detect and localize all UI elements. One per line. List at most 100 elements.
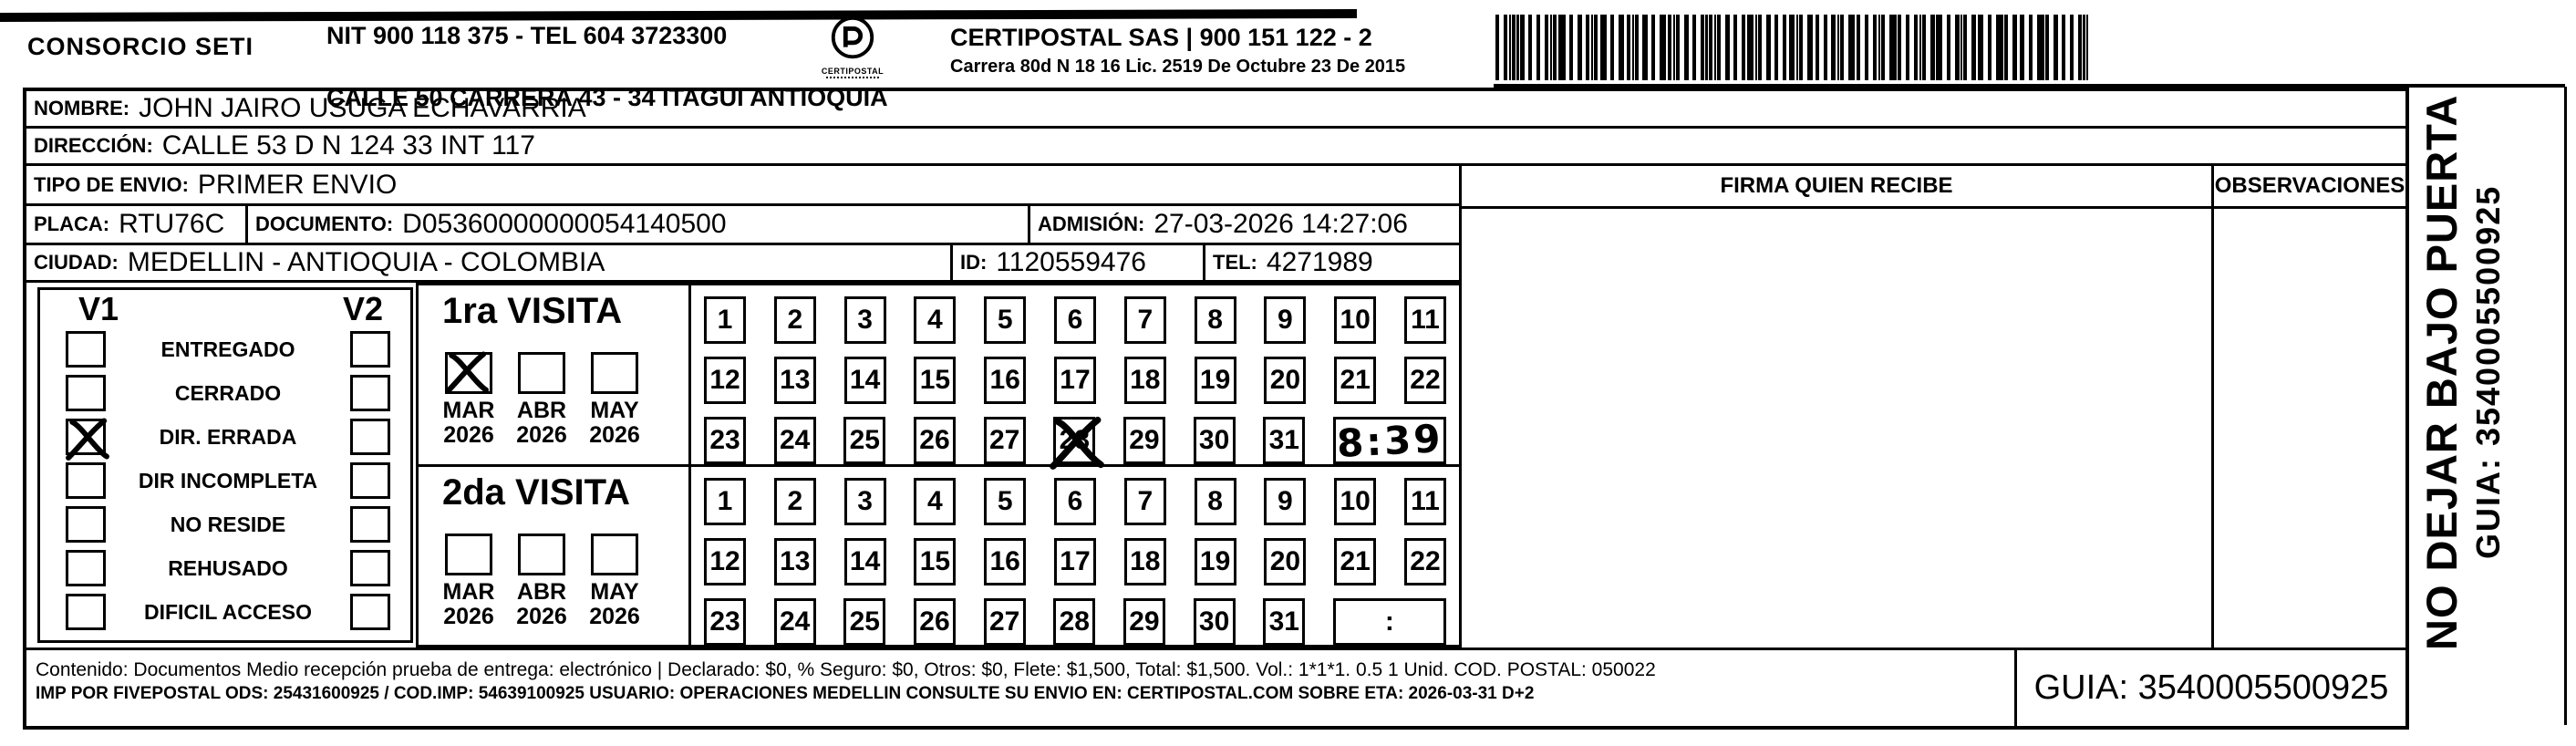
month-checkbox-mar[interactable] xyxy=(445,533,492,575)
day-20[interactable]: 20 xyxy=(1264,538,1307,585)
day-20[interactable]: 20 xyxy=(1264,357,1307,404)
day-2[interactable]: 2 xyxy=(773,478,816,525)
day-number: 9 xyxy=(1278,305,1293,335)
day-7[interactable]: 7 xyxy=(1123,478,1166,525)
visit-title: 2da VISITA xyxy=(442,471,630,513)
day-8[interactable]: 8 xyxy=(1194,478,1236,525)
day-22[interactable]: 22 xyxy=(1403,357,1446,404)
day-30[interactable]: 30 xyxy=(1193,417,1236,464)
status-label: ENTREGADO xyxy=(160,337,295,361)
company-line: CERTIPOSTAL SAS | 900 151 122 - 2 xyxy=(950,24,1372,51)
day-13[interactable]: 13 xyxy=(773,538,816,585)
month-checkbox-may[interactable] xyxy=(591,352,638,394)
day-14[interactable]: 14 xyxy=(843,357,886,404)
day-number: 29 xyxy=(1129,606,1160,637)
month-checkbox-abr[interactable] xyxy=(518,533,565,575)
day-19[interactable]: 19 xyxy=(1194,538,1236,585)
day-16[interactable]: 16 xyxy=(984,357,1027,404)
day-4[interactable]: 4 xyxy=(914,296,957,344)
day-11[interactable]: 11 xyxy=(1403,296,1446,344)
day-5[interactable]: 5 xyxy=(984,478,1027,525)
time-box[interactable]: 8:39 xyxy=(1332,415,1446,466)
signature-area[interactable] xyxy=(1462,209,2211,648)
day-number: 20 xyxy=(1269,546,1301,576)
day-number: 21 xyxy=(1340,546,1371,576)
day-30[interactable]: 30 xyxy=(1193,598,1236,646)
day-10[interactable]: 10 xyxy=(1334,478,1377,525)
visit-title: 1ra VISITA xyxy=(442,291,623,331)
v1-checkbox-1[interactable] xyxy=(66,375,106,411)
status-row: NO RESIDE xyxy=(40,503,410,545)
time-box[interactable]: : xyxy=(1332,598,1446,646)
v2-checkbox-4[interactable] xyxy=(350,506,390,543)
day-29[interactable]: 29 xyxy=(1122,598,1165,646)
day-22[interactable]: 22 xyxy=(1403,538,1446,585)
v2-checkbox-6[interactable] xyxy=(350,594,390,630)
day-7[interactable]: 7 xyxy=(1123,296,1166,344)
observaciones-area[interactable] xyxy=(2214,209,2405,648)
day-21[interactable]: 21 xyxy=(1334,357,1377,404)
day-28[interactable]: 28 xyxy=(1050,416,1105,470)
month-checkbox-mar[interactable] xyxy=(445,351,492,394)
day-29[interactable]: 29 xyxy=(1122,417,1165,464)
v1-checkbox-4[interactable] xyxy=(66,506,106,543)
day-28[interactable]: 28 xyxy=(1053,598,1096,646)
day-27[interactable]: 27 xyxy=(983,417,1026,464)
v1-checkbox-5[interactable] xyxy=(66,550,106,586)
documento-label: DOCUMENTO: xyxy=(255,212,394,235)
month-checkbox-may[interactable] xyxy=(591,533,638,575)
day-31[interactable]: 31 xyxy=(1263,598,1306,646)
day-14[interactable]: 14 xyxy=(843,538,886,585)
v2-checkbox-5[interactable] xyxy=(350,550,390,586)
day-17[interactable]: 17 xyxy=(1053,357,1096,404)
day-25[interactable]: 25 xyxy=(843,417,886,464)
day-1[interactable]: 1 xyxy=(704,296,746,344)
day-31[interactable]: 31 xyxy=(1263,417,1306,464)
day-16[interactable]: 16 xyxy=(984,538,1027,585)
nit-line: NIT 900 118 375 - TEL 604 3723300 xyxy=(326,22,728,49)
day-15[interactable]: 15 xyxy=(914,538,957,585)
day-9[interactable]: 9 xyxy=(1264,478,1307,525)
day-9[interactable]: 9 xyxy=(1264,296,1307,344)
day-26[interactable]: 26 xyxy=(913,417,956,464)
v2-checkbox-1[interactable] xyxy=(350,375,390,411)
v2-checkbox-2[interactable] xyxy=(350,419,390,455)
day-21[interactable]: 21 xyxy=(1334,538,1377,585)
day-19[interactable]: 19 xyxy=(1194,357,1236,404)
day-23[interactable]: 23 xyxy=(704,598,746,646)
day-11[interactable]: 11 xyxy=(1403,478,1446,525)
day-3[interactable]: 3 xyxy=(843,478,886,525)
v2-checkbox-0[interactable] xyxy=(350,331,390,368)
day-24[interactable]: 24 xyxy=(773,598,816,646)
day-2[interactable]: 2 xyxy=(773,296,816,344)
day-13[interactable]: 13 xyxy=(773,357,816,404)
v1-checkbox-2[interactable] xyxy=(66,418,109,461)
day-3[interactable]: 3 xyxy=(843,296,886,344)
day-5[interactable]: 5 xyxy=(984,296,1027,344)
day-12[interactable]: 12 xyxy=(704,357,746,404)
day-10[interactable]: 10 xyxy=(1334,296,1377,344)
v1-checkbox-3[interactable] xyxy=(66,462,106,499)
day-17[interactable]: 17 xyxy=(1053,538,1096,585)
day-18[interactable]: 18 xyxy=(1123,357,1166,404)
day-24[interactable]: 24 xyxy=(773,417,816,464)
day-1[interactable]: 1 xyxy=(704,478,746,525)
day-4[interactable]: 4 xyxy=(914,478,957,525)
day-15[interactable]: 15 xyxy=(914,357,957,404)
day-25[interactable]: 25 xyxy=(843,598,886,646)
v1-checkbox-6[interactable] xyxy=(66,594,106,630)
day-6[interactable]: 6 xyxy=(1053,478,1096,525)
day-27[interactable]: 27 xyxy=(983,598,1026,646)
day-6[interactable]: 6 xyxy=(1053,296,1096,344)
day-8[interactable]: 8 xyxy=(1194,296,1236,344)
day-18[interactable]: 18 xyxy=(1123,538,1166,585)
v1-checkbox-0[interactable] xyxy=(66,331,106,368)
v2-checkbox-3[interactable] xyxy=(350,462,390,499)
side-guia-text: GUIA: 3540005500925 xyxy=(2469,184,2507,560)
month-checkbox-abr[interactable] xyxy=(518,352,565,394)
day-23[interactable]: 23 xyxy=(704,417,746,464)
day-number: 27 xyxy=(988,425,1020,455)
day-12[interactable]: 12 xyxy=(704,538,746,585)
day-row: 12 13 14 15 16 17 18 19 20 21 22 xyxy=(704,357,1446,404)
day-26[interactable]: 26 xyxy=(913,598,956,646)
